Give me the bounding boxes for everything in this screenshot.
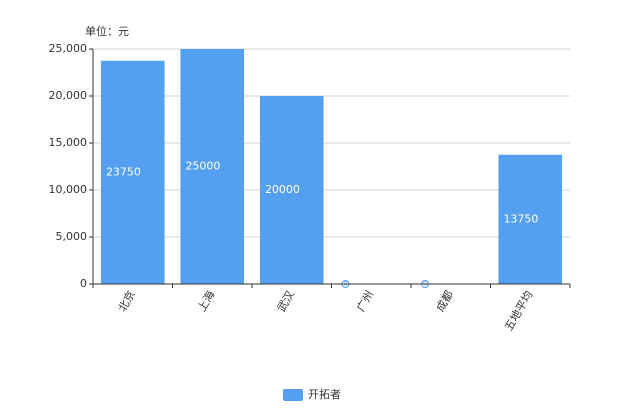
value-label: 23750: [106, 165, 141, 178]
y-tick-label: 15,000: [49, 136, 88, 149]
x-tick-label: 武汉: [275, 289, 297, 315]
y-tick-label: 0: [80, 277, 87, 290]
value-label: 25000: [185, 160, 220, 173]
bar: [180, 49, 245, 284]
x-tick-label: 成都: [434, 289, 456, 315]
value-label: 13750: [503, 212, 538, 225]
value-label: 20000: [265, 183, 300, 196]
x-tick-label: 五地平均: [502, 289, 535, 334]
y-tick-label: 10,000: [49, 183, 88, 196]
bar: [498, 154, 563, 284]
legend-label: 开拓者: [308, 387, 341, 401]
x-tick-label: 北京: [115, 288, 138, 314]
y-tick-label: 5,000: [56, 230, 88, 243]
y-tick-label: 20,000: [49, 89, 88, 102]
unit-label: 单位：元: [85, 24, 129, 38]
bar: [259, 96, 324, 284]
bar: [100, 60, 165, 284]
x-tick-label: 上海: [194, 288, 217, 314]
x-tick-label: 广州: [354, 289, 376, 315]
y-tick-label: 25,000: [49, 42, 88, 55]
legend-swatch: [283, 389, 303, 401]
